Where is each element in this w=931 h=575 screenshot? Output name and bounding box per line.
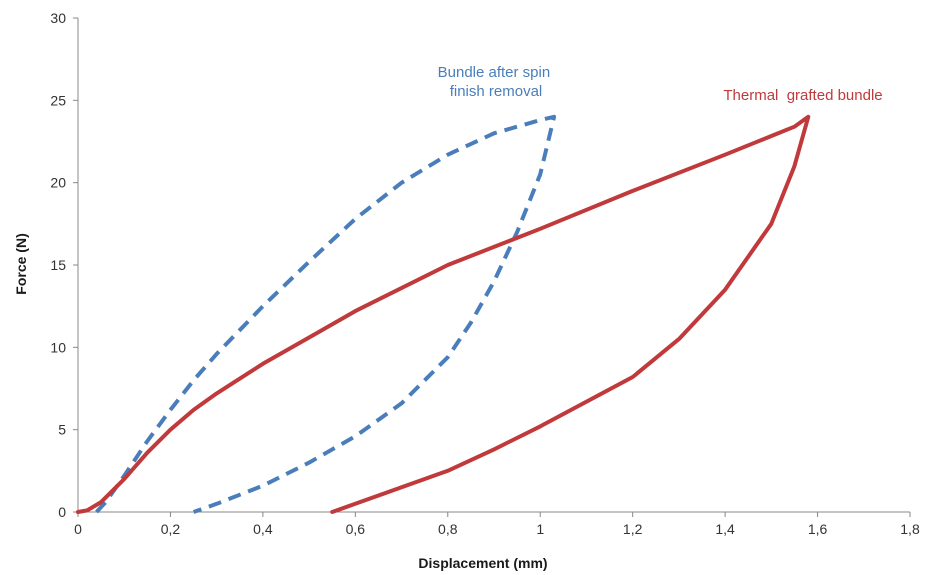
x-tick-label: 1,6 (808, 521, 828, 537)
x-tick-label: 0 (74, 521, 82, 537)
y-tick-label: 10 (50, 339, 66, 355)
x-tick-label: 0,2 (161, 521, 181, 537)
y-ticks: 0 5 10 15 20 25 30 (50, 10, 78, 520)
y-axis-title: Force (N) (13, 233, 29, 294)
x-tick-label: 0,8 (438, 521, 458, 537)
x-axis-title: Displacement (mm) (418, 555, 547, 571)
x-tick-label: 1,4 (715, 521, 735, 537)
x-tick-label: 0,4 (253, 521, 273, 537)
series-label-line-1: Bundle after spin (438, 64, 551, 81)
y-tick-label: 30 (50, 10, 66, 26)
series-group (76, 114, 811, 514)
x-tick-label: 1,8 (900, 521, 920, 537)
y-tick-label: 25 (50, 92, 66, 108)
x-ticks: 0 0,2 0,4 0,6 0,8 1 1,2 1,4 1,6 1,8 (74, 512, 920, 537)
x-tick-label: 0,6 (346, 521, 366, 537)
series-line-thermal-grafted (76, 114, 811, 514)
series-label-thermal-grafted: Thermal grafted bundle (723, 87, 882, 104)
x-tick-label: 1,2 (623, 521, 643, 537)
y-tick-label: 5 (58, 422, 66, 438)
series-line-spin-finish-removal (95, 114, 557, 514)
y-tick-label: 15 (50, 257, 66, 273)
y-tick-label: 20 (50, 175, 66, 191)
series-label-spin-finish-removal: Bundle after spin finish removal (438, 64, 555, 100)
x-tick-label: 1 (536, 521, 544, 537)
y-tick-label: 0 (58, 504, 66, 520)
series-label-line-2: finish removal (450, 83, 543, 100)
